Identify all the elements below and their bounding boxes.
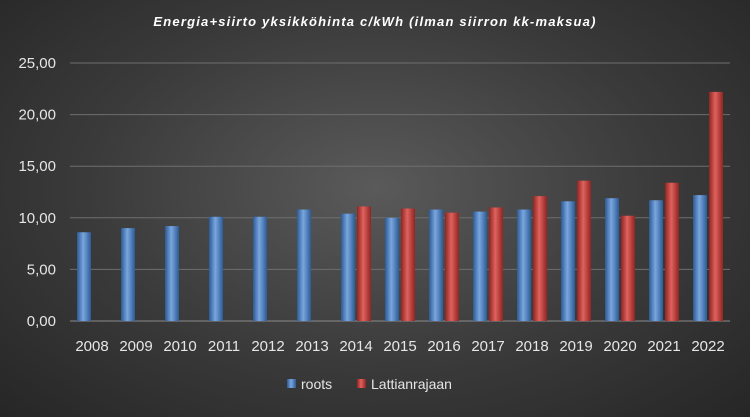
bar-series-2: [357, 206, 371, 321]
y-tick-label: 10,00: [18, 210, 56, 227]
x-tick-label: 2017: [471, 338, 504, 355]
chart-title: Energia+siirto yksikköhinta c/kWh (ilman…: [153, 14, 597, 29]
y-tick-label: 20,00: [18, 107, 56, 124]
x-tick-label: 2022: [691, 338, 724, 355]
y-tick-label: 25,00: [18, 55, 56, 72]
bar-series-1: [517, 209, 531, 321]
bar-series-1: [693, 195, 707, 321]
bar-series-1: [341, 213, 355, 321]
bar-series-2: [445, 212, 459, 321]
x-tick-label: 2018: [515, 338, 548, 355]
x-tick-label: 2011: [208, 338, 240, 355]
x-tick-label: 2016: [427, 338, 460, 355]
x-tick-label: 2014: [339, 338, 372, 355]
bar-series-2: [489, 207, 503, 321]
bar-series-1: [165, 226, 179, 321]
bar-series-2: [665, 182, 679, 321]
bar-series-1: [605, 198, 619, 321]
bar-series-1: [77, 232, 91, 321]
bar-series-1: [209, 216, 223, 321]
bar-series-2: [401, 208, 415, 321]
x-tick-label: 2020: [603, 338, 636, 355]
legend-swatch: [357, 379, 366, 388]
bar-series-2: [533, 196, 547, 321]
legend-swatch: [287, 379, 296, 388]
bar-series-1: [385, 217, 399, 321]
bar-series-2: [709, 91, 723, 321]
bar-series-1: [473, 211, 487, 321]
bar-series-1: [121, 228, 135, 321]
bar-series-1: [561, 201, 575, 321]
x-tick-label: 2012: [251, 338, 284, 355]
x-tick-label: 2015: [383, 338, 416, 355]
x-tick-label: 2013: [295, 338, 328, 355]
bar-series-1: [649, 200, 663, 321]
bar-series-1: [253, 216, 267, 321]
bar-series-2: [621, 215, 635, 321]
bar-series-2: [577, 180, 591, 321]
x-tick-label: 2019: [559, 338, 592, 355]
legend-label: roots: [301, 376, 332, 392]
y-tick-label: 5,00: [27, 261, 56, 278]
bar-series-1: [297, 209, 311, 321]
bar-series-1: [429, 209, 443, 321]
x-tick-label: 2010: [163, 338, 196, 355]
legend-label: Lattianrajaan: [371, 376, 452, 392]
x-tick-label: 2021: [647, 338, 680, 355]
x-tick-label: 2009: [119, 338, 152, 355]
y-tick-label: 0,00: [27, 313, 56, 330]
x-tick-label: 2008: [75, 338, 108, 355]
y-tick-label: 15,00: [18, 158, 56, 175]
